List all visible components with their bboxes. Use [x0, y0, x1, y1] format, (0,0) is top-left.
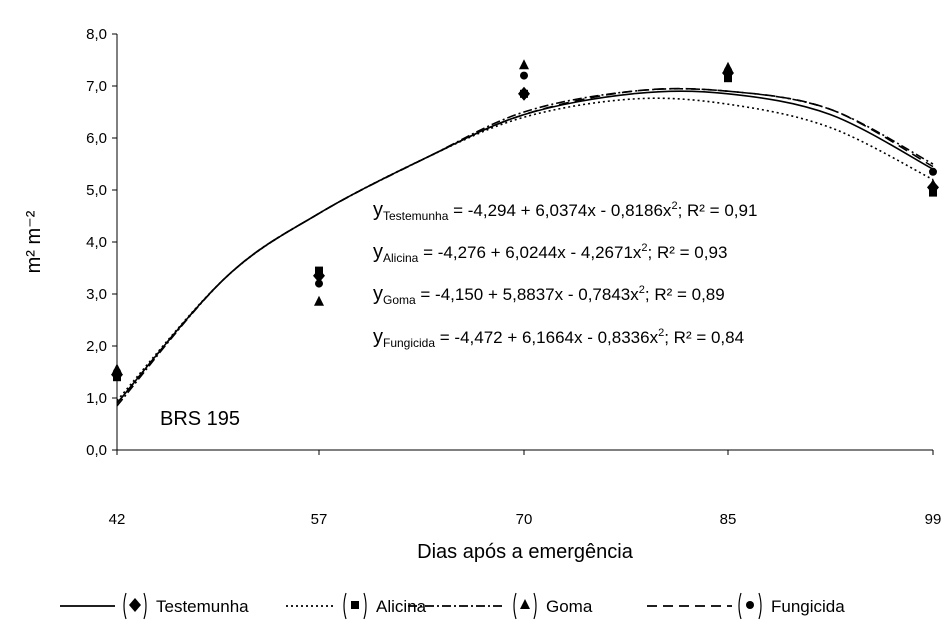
legend-label-alicina: Alicina: [376, 597, 427, 616]
legend-bracket: [143, 592, 147, 620]
y-tick-label: 2,0: [86, 338, 107, 355]
point-alicina: [315, 266, 323, 275]
legend-marker-fungicida: [746, 601, 754, 609]
y-tick-label: 6,0: [86, 130, 107, 147]
legend-bracket: [758, 592, 762, 620]
y-axis-title: m² m⁻²: [23, 210, 45, 273]
y-tick-label: 0,0: [86, 442, 107, 459]
equation-alicina: yAlicina = -4,276 + 6,0244x - 4,2671x2; …: [373, 241, 727, 265]
x-tick-label: 99: [925, 511, 942, 528]
point-fungicida: [929, 167, 937, 176]
point-goma: [314, 295, 324, 306]
data-points: [111, 59, 939, 382]
legend: Testemunha Alicina Goma Fungicida: [60, 592, 845, 620]
brs-195-label: BRS 195: [160, 408, 240, 430]
y-tick-label: 8,0: [86, 26, 107, 43]
equation-testemunha: yTestemunha = -4,294 + 6,0374x - 0,8186x…: [373, 199, 757, 223]
legend-marker-testemunha: [129, 598, 141, 612]
legend-bracket: [533, 592, 537, 620]
legend-marker-alicina: [351, 601, 359, 609]
y-tick-label: 3,0: [86, 286, 107, 303]
y-tick-label: 5,0: [86, 182, 107, 199]
y-tick-label: 4,0: [86, 234, 107, 251]
x-tick-label: 57: [311, 511, 328, 528]
point-fungicida: [113, 368, 121, 376]
point-goma: [519, 59, 529, 70]
legend-bracket: [343, 592, 347, 620]
y-tick-label: 7,0: [86, 78, 107, 95]
legend-bracket: [738, 592, 742, 620]
legend-bracket: [513, 592, 517, 620]
equation-goma: yGoma = -4,150 + 5,8837x - 0,7843x2; R² …: [373, 283, 725, 307]
point-fungicida: [315, 279, 323, 288]
annotations: yTestemunha = -4,294 + 6,0374x - 0,8186x…: [160, 199, 757, 430]
fit-curve-alicina: [116, 97, 934, 402]
point-goma: [928, 178, 938, 189]
legend-label-goma: Goma: [546, 597, 593, 616]
point-alicina: [113, 373, 121, 382]
x-tick-label: 85: [720, 511, 737, 528]
point-fungicida: [724, 66, 732, 75]
x-tick-label: 70: [516, 511, 533, 528]
x-tick-label: 42: [109, 511, 126, 528]
point-fungicida: [520, 71, 528, 80]
fit-curve-goma: [116, 87, 934, 407]
fit-curve-fungicida: [116, 87, 934, 404]
equation-fungicida: yFungicida = -4,472 + 6,1664x - 0,8336x2…: [373, 326, 744, 350]
legend-label-testemunha: Testemunha: [156, 597, 249, 616]
point-alicina: [724, 74, 732, 83]
y-tick-label: 1,0: [86, 390, 107, 407]
legend-marker-goma: [520, 599, 530, 609]
legend-bracket: [123, 592, 127, 620]
axes: 0,0 1,0 2,0 3,0 4,0 5,0 6,0 7,0 8,0 42 57 70 85 99 Dia…: [23, 26, 941, 563]
legend-label-fungicida: Fungicida: [771, 597, 845, 616]
x-axis-title: Dias após a emergência: [417, 541, 634, 563]
fit-curves: [116, 87, 934, 407]
legend-bracket: [363, 592, 367, 620]
point-alicina: [520, 89, 528, 98]
point-alicina: [929, 188, 937, 197]
